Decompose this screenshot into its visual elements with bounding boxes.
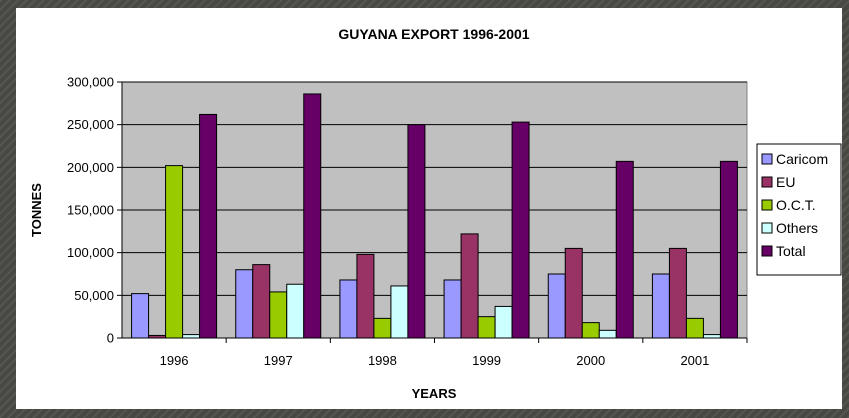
bar-total-1998 xyxy=(407,124,426,339)
bar-total-1996 xyxy=(199,113,218,339)
bar-others-1998 xyxy=(390,285,409,339)
legend-label-caricom: Caricom xyxy=(776,151,828,167)
bar-eu-1997 xyxy=(252,264,271,339)
legend-label-others: Others xyxy=(776,220,818,236)
axes xyxy=(117,81,748,343)
gridlines xyxy=(122,81,747,296)
bar-total-1997 xyxy=(303,93,322,339)
y-tick-label: 0 xyxy=(107,331,114,346)
x-tick-label: 1997 xyxy=(264,353,293,368)
bar-eu-1998 xyxy=(356,253,375,339)
legend-label-o-c-t: O.C.T. xyxy=(776,197,816,213)
x-tick-labels: 1996 1997 1998 1999 2000 2001 xyxy=(160,353,710,368)
y-tick-label: 100,000 xyxy=(67,245,114,260)
bar-eu-2001 xyxy=(668,247,687,339)
x-tick-label: 1998 xyxy=(368,353,397,368)
bars xyxy=(131,93,738,339)
legend-label-eu: EU xyxy=(776,174,795,190)
x-tick-label: 2001 xyxy=(680,353,709,368)
bar-others-1999 xyxy=(494,305,513,339)
bar-total-2000 xyxy=(615,160,634,339)
y-tick-label: 200,000 xyxy=(67,160,114,175)
bar-chart: GUYANA EXPORT 1996-2001 0 50,000 100,000 15… xyxy=(29,26,842,401)
bar-o-c-t-1996 xyxy=(165,165,184,339)
x-tick-label: 1996 xyxy=(160,353,189,368)
y-tick-labels: 0 50,000 100,000 150,000 200,000 250,000 300,0… xyxy=(67,75,114,346)
bar-caricom-2001 xyxy=(651,273,670,339)
chart-card: GUYANA EXPORT 1996-2001 0 50,000 100,000 15… xyxy=(16,8,842,409)
bar-caricom-1997 xyxy=(235,269,254,339)
bar-eu-1999 xyxy=(460,233,479,339)
bar-caricom-1998 xyxy=(339,279,358,339)
bar-others-2001 xyxy=(702,334,721,339)
bar-others-1996 xyxy=(182,334,201,339)
legend-swatch-caricom xyxy=(761,153,773,165)
bar-o-c-t-1999 xyxy=(477,316,496,339)
bar-caricom-2000 xyxy=(547,273,566,339)
x-tick-label: 2000 xyxy=(576,353,605,368)
bar-caricom-1999 xyxy=(443,279,462,339)
bar-eu-2000 xyxy=(564,247,583,339)
bar-others-1997 xyxy=(286,283,305,339)
bar-o-c-t-1997 xyxy=(269,291,288,339)
legend-swatch-o-c-t xyxy=(761,199,773,211)
bar-total-1999 xyxy=(511,121,530,339)
y-axis-label: TONNES xyxy=(29,183,44,237)
y-tick-label: 300,000 xyxy=(67,75,114,90)
x-tick-label: 1999 xyxy=(472,353,501,368)
legend-swatch-eu xyxy=(761,176,773,188)
legend: Caricom EU O.C.T. Others Total xyxy=(756,143,842,276)
bar-o-c-t-2000 xyxy=(581,322,600,339)
x-axis-label: YEARS xyxy=(412,386,457,401)
chart-title: GUYANA EXPORT 1996-2001 xyxy=(338,26,529,42)
legend-swatch-others xyxy=(761,222,773,234)
y-tick-label: 150,000 xyxy=(67,203,114,218)
bar-o-c-t-1998 xyxy=(373,317,392,339)
legend-label-total: Total xyxy=(776,243,806,259)
y-tick-label: 50,000 xyxy=(74,288,114,303)
y-tick-label: 250,000 xyxy=(67,117,114,132)
bar-caricom-1996 xyxy=(131,293,150,339)
legend-swatch-total xyxy=(761,245,773,257)
bar-others-2000 xyxy=(598,329,617,339)
bar-total-2001 xyxy=(719,160,738,339)
bar-o-c-t-2001 xyxy=(685,317,704,339)
